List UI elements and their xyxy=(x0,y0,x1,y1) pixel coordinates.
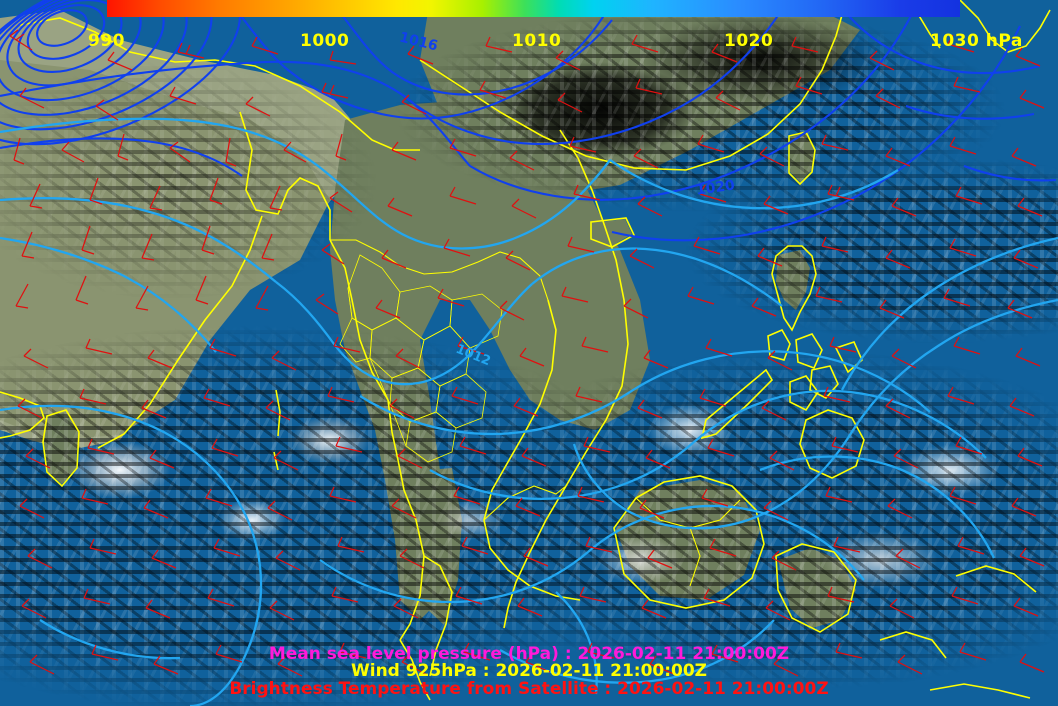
brightness-temperature-colorbar xyxy=(107,0,960,17)
pressure-label-1030-hpa: 1030 hPa xyxy=(930,31,1023,51)
caption-brightness: Brightness Temperature from Satellite : … xyxy=(229,678,829,699)
caption-wind: Wind 925hPa : 2026-02-11 21:00:00Z xyxy=(350,661,708,682)
caption-block: Mean sea level pressure (hPa) : 2026-02-… xyxy=(0,644,1058,699)
caption-mslp: Mean sea level pressure (hPa) : 2026-02-… xyxy=(268,644,790,665)
pressure-label-990: 990 xyxy=(88,31,125,51)
pressure-label-1000: 1000 xyxy=(300,31,350,51)
pressure-label-1020: 1020 xyxy=(724,31,774,51)
pressure-label-1010: 1010 xyxy=(512,31,562,51)
